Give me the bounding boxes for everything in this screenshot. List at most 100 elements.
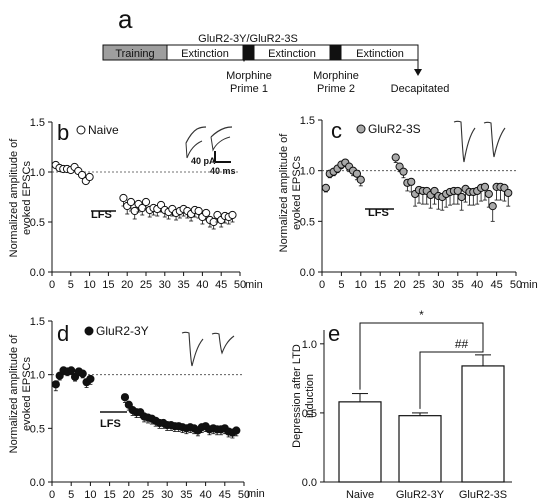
y-axis-label-line-2: evoked EPSCs (21, 161, 33, 235)
data-point (457, 192, 466, 202)
prime-2-label-line-2: Prime 2 (317, 83, 355, 95)
data-point (86, 374, 95, 384)
significance-bracket (419, 350, 484, 409)
data-point (453, 186, 462, 196)
trace-post-lfs (210, 126, 233, 138)
x-tick-label: 20 (393, 279, 405, 291)
x-tick-label: 0 (49, 279, 55, 291)
data-point (352, 169, 362, 178)
x-tick-label: 45 (219, 489, 231, 501)
extinction-label-2: Extinction (268, 48, 316, 60)
y-axis-label-line-1: Normalized amplitude of (278, 133, 290, 253)
y-tick-label: 0.5 (302, 408, 317, 420)
legend-marker (84, 326, 94, 336)
data-point (202, 208, 211, 218)
x-tick-label: 5 (68, 489, 74, 501)
y-tick-label: 0.0 (300, 267, 315, 279)
manipulation-label: GluR2-3Y/GluR2-3S (198, 33, 298, 45)
x-tick-label: 25 (413, 279, 425, 291)
x-tick-label: 15 (103, 489, 115, 501)
data-point (391, 153, 400, 162)
trace-post-lfs (211, 332, 235, 355)
x-tick-label: 5 (338, 279, 344, 291)
y-tick-label: 0.5 (300, 216, 315, 228)
data-point (120, 393, 130, 402)
prime-1-label-line-1: Morphine (226, 70, 272, 82)
x-tick-label: 20 (121, 279, 133, 291)
data-point (70, 372, 80, 381)
x-tick-label: 20 (123, 489, 135, 501)
legend-marker (76, 125, 86, 135)
x-tick-label: 50 (510, 279, 522, 291)
extinction-label-1: Extinction (181, 48, 229, 60)
x-tick-label: 40 (199, 489, 211, 501)
glur2-3s-timecourse-panel: c GluR2-3S Normalized amplitude of evoke… (278, 115, 538, 291)
scale-bar: 40 pA 40 ms (191, 151, 236, 176)
y-tick-label: 1.5 (30, 117, 45, 129)
y-tick-label: 1.5 (30, 316, 45, 328)
timeline-panel: a GluR2-3Y/GluR2-3S Training Extinction … (102, 4, 449, 95)
ltd-summary-bar-panel: e Depression after LTD induction 0.0 0.5 1… (291, 308, 512, 501)
x-axis-unit: min (520, 279, 538, 291)
x-tick-label: 0 (319, 279, 325, 291)
example-traces (181, 331, 235, 367)
category-label: Naive (346, 489, 374, 501)
data-point (77, 170, 87, 180)
y-axis-label-line-2: evoked EPSCs (21, 357, 33, 431)
bar-glur2-3y (398, 415, 442, 483)
y-tick-label: 1.0 (302, 339, 317, 351)
y-axis-label-line-1: Normalized amplitude of (8, 138, 20, 258)
y-tick-label: 1.5 (300, 115, 315, 127)
data-point (141, 197, 151, 207)
x-axis-unit: min (247, 488, 265, 500)
naive-timecourse-panel: b Naive Normalized amplitude of evoked E… (8, 117, 263, 291)
x-tick-label: 30 (161, 489, 173, 501)
legend-marker (356, 124, 366, 134)
y-tick-label: 0.0 (302, 477, 317, 489)
trace-post-lfs (483, 121, 506, 158)
trace-baseline (181, 331, 204, 367)
y-tick-label: 0.0 (30, 477, 45, 489)
data-point (126, 197, 136, 207)
lfs-label: LFS (91, 209, 112, 221)
category-label: GluR2-3Y (396, 489, 445, 501)
y-axis-label-line-2: induction (304, 374, 316, 418)
trace-baseline (453, 120, 476, 163)
bar-naive (338, 401, 382, 483)
y-axis-label-line-2: evoked EPSCs (291, 156, 303, 230)
data-point (119, 193, 128, 203)
x-tick-label: 0 (49, 489, 55, 501)
naive-legend-label: Naive (88, 123, 119, 137)
data-point (356, 175, 365, 184)
x-tick-label: 30 (159, 279, 171, 291)
trace-baseline (185, 126, 207, 144)
decapitated-arrow-head (414, 69, 422, 76)
x-tick-label: 50 (234, 279, 246, 291)
x-tick-label: 40 (471, 279, 483, 291)
prime-1-block (243, 45, 254, 60)
trace-baseline-response (185, 140, 203, 159)
glur2-3y-timecourse-panel: d GluR2-3Y Normalized amplitude of evoke… (8, 316, 265, 501)
prime-1-label-line-2: Prime 1 (230, 83, 268, 95)
bar-glur2-3s (461, 365, 505, 483)
panel-letter-e: e (328, 321, 340, 346)
example-traces (185, 126, 233, 159)
x-tick-label: 10 (84, 489, 96, 501)
extinction-label-3: Extinction (356, 48, 404, 60)
scale-bar-amplitude-label: 40 pA (191, 156, 216, 166)
lfs-label: LFS (368, 207, 389, 219)
panel-letter-d: d (57, 321, 69, 346)
glur2-3s-legend-label: GluR2-3S (368, 122, 421, 136)
y-tick-label: 1.0 (30, 167, 45, 179)
x-tick-label: 45 (215, 279, 227, 291)
data-point (407, 177, 416, 186)
data-point (67, 366, 76, 375)
data-point (399, 167, 408, 176)
data-point (85, 172, 94, 182)
panel-letter-b: b (57, 120, 69, 145)
data-point (232, 426, 241, 435)
panel-letter-c: c (331, 118, 342, 143)
panel-letter-a: a (118, 4, 133, 34)
y-axis-label-line-1: Depression after LTD (291, 344, 303, 448)
y-tick-label: 0.5 (30, 217, 45, 229)
